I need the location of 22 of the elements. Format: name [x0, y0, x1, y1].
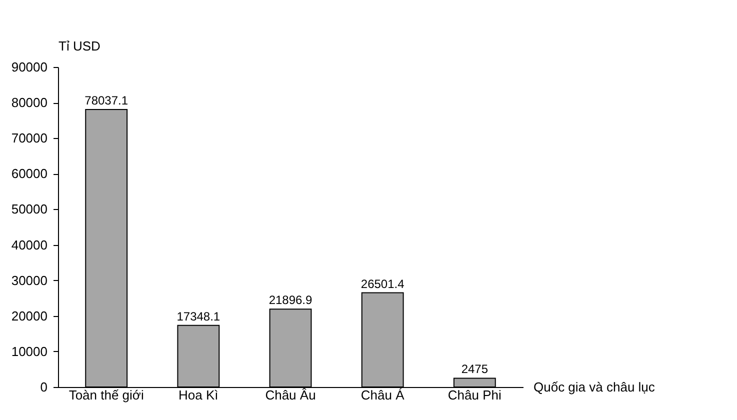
y-axis-title: Tỉ USD: [58, 38, 100, 54]
y-tick-label: 10000: [11, 344, 48, 359]
x-tick-label: Hoa Kì: [178, 388, 218, 402]
x-axis-title: Quốc gia và châu lục: [534, 380, 656, 394]
x-tick-label: Châu Phi: [448, 388, 502, 402]
y-tick-label: 90000: [11, 60, 48, 74]
y-tick-label: 40000: [11, 237, 48, 252]
data-label: 78037.1: [84, 94, 128, 108]
y-tick-label: 0: [40, 380, 48, 394]
y-tick-label: 70000: [11, 130, 48, 146]
y-tick-label: 80000: [11, 95, 48, 110]
y-tick-label: 60000: [11, 166, 48, 182]
x-tick-label: Toàn thế giới: [68, 388, 144, 402]
data-label: 26501.4: [360, 276, 405, 291]
y-tick-label: 50000: [11, 202, 48, 217]
data-label: 2475: [461, 362, 488, 376]
y-tick-label: 20000: [11, 308, 48, 324]
y-tick-label: 30000: [11, 272, 48, 288]
data-label: 17348.1: [176, 309, 220, 324]
x-tick-label: Châu Âu: [265, 388, 316, 402]
data-label: 21896.9: [268, 293, 313, 308]
x-tick-label: Châu Á: [360, 388, 405, 402]
